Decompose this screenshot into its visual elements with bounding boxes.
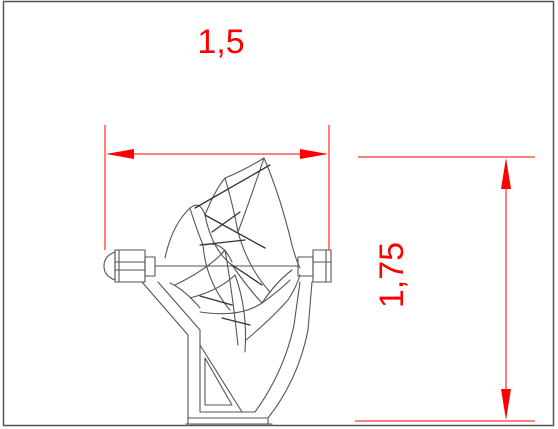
left-axle-cap [103,249,156,283]
width-dimension [104,125,330,250]
width-label: 1,5 [197,23,244,61]
spinner-object [103,157,332,425]
width-arrow-left [106,149,134,159]
height-label: 1,75 [373,242,411,308]
height-arrow-top [501,158,511,189]
height-arrow-bottom [501,389,511,420]
cables [194,164,271,326]
support-frame [141,281,313,425]
right-axle-cap [297,249,332,283]
height-dimension [355,156,535,422]
width-arrow-right [300,149,328,159]
